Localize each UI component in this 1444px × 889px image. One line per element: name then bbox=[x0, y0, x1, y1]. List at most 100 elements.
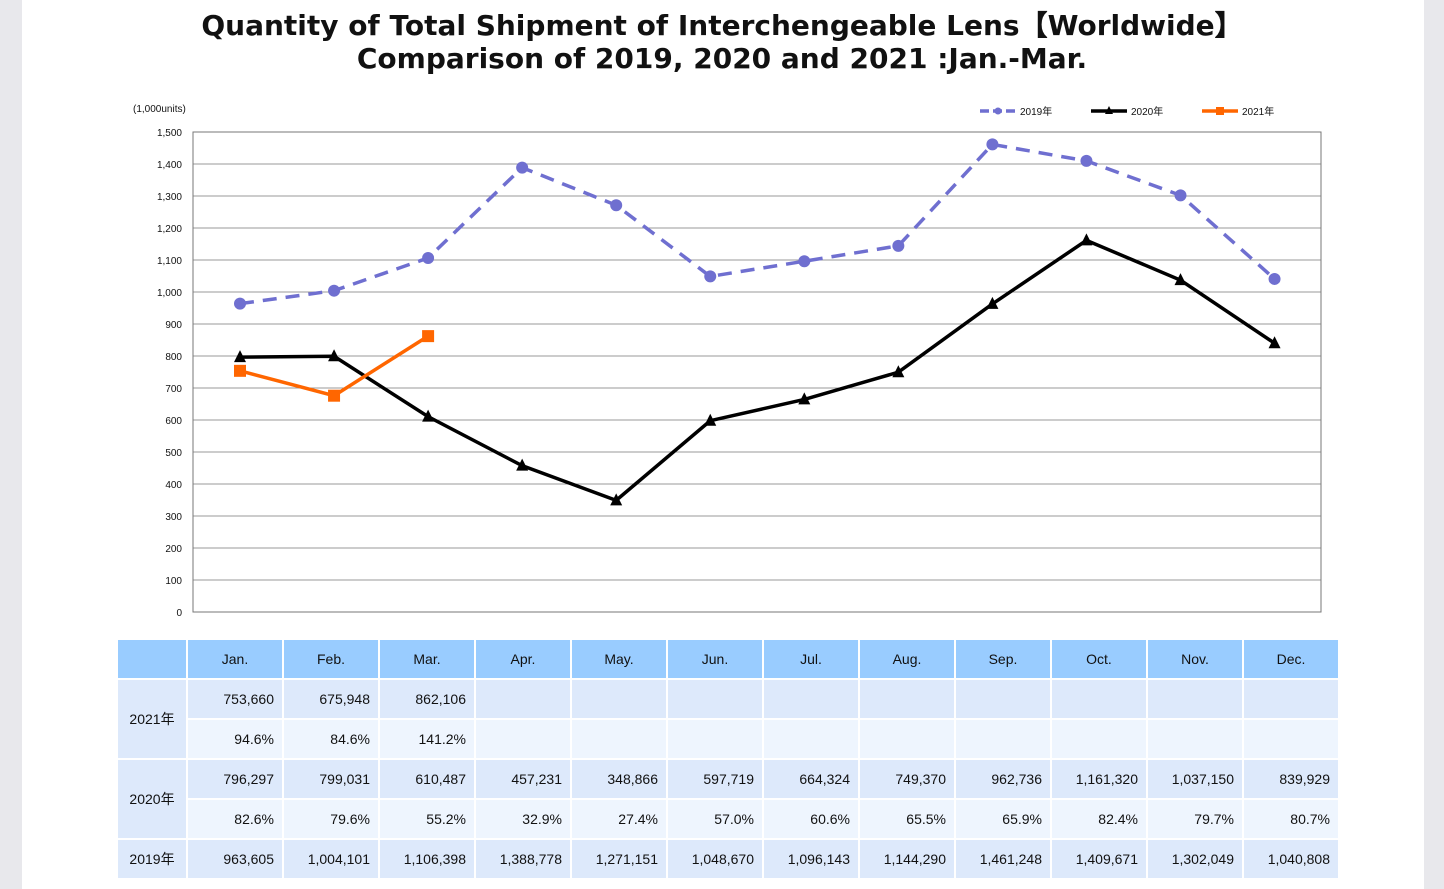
data-point bbox=[1174, 273, 1187, 286]
data-point bbox=[892, 365, 905, 378]
value-cell: 799,031 bbox=[284, 760, 378, 798]
ratio-cell: 79.6% bbox=[284, 800, 378, 838]
y-tick-label: 600 bbox=[165, 416, 182, 427]
value-cell: 1,461,248 bbox=[956, 840, 1050, 878]
column-header: Apr. bbox=[476, 640, 570, 678]
data-point bbox=[1268, 336, 1281, 349]
ratio-cell: 141.2% bbox=[380, 720, 474, 758]
header-corner bbox=[118, 640, 186, 678]
data-point bbox=[516, 161, 529, 174]
ratio-row: 82.6% 79.6% 55.2% 32.9% 27.4% 57.0% 60.6% 65.5%… bbox=[118, 800, 1338, 838]
value-cell: 1,161,320 bbox=[1052, 760, 1146, 798]
y-axis-label: (1,000units) bbox=[133, 104, 186, 115]
ratio-cell: 82.6% bbox=[188, 800, 282, 838]
value-cell bbox=[668, 680, 762, 718]
value-cell bbox=[764, 680, 858, 718]
value-cell: 962,736 bbox=[956, 760, 1050, 798]
ratio-cell: 32.9% bbox=[476, 800, 570, 838]
data-point bbox=[516, 458, 529, 471]
table-row: 2021年 753,660 675,948 862,106 bbox=[118, 680, 1338, 758]
ratio-cell bbox=[764, 720, 858, 758]
y-tick-label: 1,500 bbox=[157, 128, 182, 139]
data-point bbox=[704, 270, 717, 283]
data-point bbox=[422, 251, 435, 264]
ratio-cell bbox=[1244, 720, 1338, 758]
value-cell: 610,487 bbox=[380, 760, 474, 798]
data-point bbox=[798, 255, 811, 268]
ratio-cell: 57.0% bbox=[668, 800, 762, 838]
y-tick-label: 800 bbox=[165, 352, 182, 363]
series-2020年 bbox=[234, 233, 1281, 506]
y-tick-label: 1,300 bbox=[157, 192, 182, 203]
column-header: Jan. bbox=[188, 640, 282, 678]
y-tick-label: 1,400 bbox=[157, 160, 182, 171]
data-point bbox=[1174, 189, 1187, 202]
value-cell: 597,719 bbox=[668, 760, 762, 798]
ratio-cell: 65.5% bbox=[860, 800, 954, 838]
plot-area bbox=[192, 131, 1322, 613]
data-point bbox=[328, 389, 341, 402]
ratio-cell bbox=[956, 720, 1050, 758]
column-header: Nov. bbox=[1148, 640, 1242, 678]
line-chart: 0 100 200 300 400 500 600 700 800 900 1,000 1,100 1,… bbox=[133, 104, 1322, 619]
column-header: Sep. bbox=[956, 640, 1050, 678]
ratio-cell bbox=[860, 720, 954, 758]
column-header: Oct. bbox=[1052, 640, 1146, 678]
data-point bbox=[1268, 272, 1281, 285]
y-tick-label: 1,100 bbox=[157, 256, 182, 267]
legend-item: 2021年 bbox=[1202, 105, 1274, 118]
value-cell: 1,388,778 bbox=[476, 840, 570, 878]
y-tick-label: 700 bbox=[165, 384, 182, 395]
chart-subtitle: Comparison of 2019, 2020 and 2021 :Jan.-… bbox=[356, 42, 1088, 75]
column-header: Jun. bbox=[668, 640, 762, 678]
value-cell bbox=[956, 680, 1050, 718]
legend-marker bbox=[1216, 107, 1224, 115]
value-cell: 348,866 bbox=[572, 760, 666, 798]
legend-marker bbox=[994, 107, 1002, 115]
series-line bbox=[239, 142, 1276, 306]
value-cell bbox=[476, 680, 570, 718]
value-cell bbox=[572, 680, 666, 718]
chart-title: Quantity of Total Shipment of Intercheng… bbox=[201, 9, 1243, 42]
data-point bbox=[328, 349, 341, 362]
header-row: Jan. Feb. Mar. Apr. May. Jun. Jul. Aug. Sep. Oct.… bbox=[118, 640, 1338, 678]
ratio-cell: 82.4% bbox=[1052, 800, 1146, 838]
value-cell: 753,660 bbox=[188, 680, 282, 718]
column-header: Aug. bbox=[860, 640, 954, 678]
value-cell: 1,040,808 bbox=[1244, 840, 1338, 878]
series-2021年 bbox=[234, 330, 435, 402]
column-header: Dec. bbox=[1244, 640, 1338, 678]
y-tick-label: 400 bbox=[165, 480, 182, 491]
data-point bbox=[798, 392, 811, 405]
series-line bbox=[239, 238, 1276, 503]
data-point bbox=[234, 364, 246, 377]
series-2019年 bbox=[234, 138, 1281, 310]
data-point bbox=[610, 493, 623, 506]
value-cell: 839,929 bbox=[1244, 760, 1338, 798]
year-label: 2020年 bbox=[118, 760, 186, 838]
data-point bbox=[704, 413, 717, 426]
y-tick-label: 300 bbox=[165, 512, 182, 523]
data-point bbox=[986, 296, 999, 309]
ratio-cell: 80.7% bbox=[1244, 800, 1338, 838]
data-point bbox=[610, 199, 623, 212]
value-cell bbox=[1052, 680, 1146, 718]
value-cell: 1,409,671 bbox=[1052, 840, 1146, 878]
ratio-cell: 60.6% bbox=[764, 800, 858, 838]
ratio-row: 94.6% 84.6% 141.2% bbox=[118, 720, 1338, 758]
ratio-cell: 94.6% bbox=[188, 720, 282, 758]
column-header: Jul. bbox=[764, 640, 858, 678]
value-cell: 1,144,290 bbox=[860, 840, 954, 878]
legend-label: 2021年 bbox=[1242, 105, 1274, 118]
value-cell: 675,948 bbox=[284, 680, 378, 718]
legend-label: 2020年 bbox=[1131, 105, 1163, 118]
data-table: Jan. Feb. Mar. Apr. May. Jun. Jul. Aug. Sep. Oct.… bbox=[116, 638, 1340, 880]
value-cell: 1,004,101 bbox=[284, 840, 378, 878]
legend-item: 2020年 bbox=[1091, 105, 1163, 118]
legend-item: 2019年 bbox=[980, 105, 1052, 118]
data-point bbox=[892, 239, 905, 252]
data-point bbox=[328, 284, 341, 297]
y-tick-label: 900 bbox=[165, 320, 182, 331]
value-cell: 862,106 bbox=[380, 680, 474, 718]
y-tick-label: 100 bbox=[165, 576, 182, 587]
